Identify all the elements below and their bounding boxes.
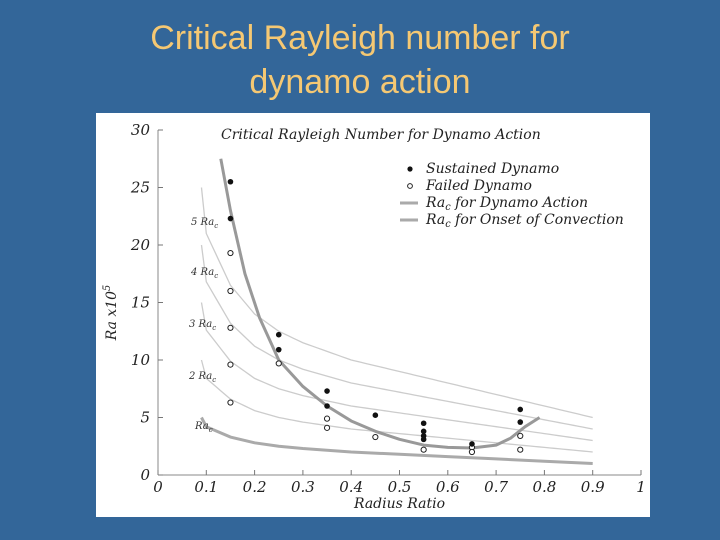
- failed-dynamo-point: [517, 432, 524, 439]
- sustained-dynamo-point: [517, 419, 524, 425]
- legend-label: Rac for Dynamo Action: [425, 195, 588, 213]
- onset-multiple-label: Rac: [194, 421, 213, 434]
- sustained-dynamo-point: [275, 346, 282, 353]
- x-tick-label: 0.9: [581, 478, 605, 496]
- legend-marker-failed: [407, 183, 413, 189]
- x-tick-label: 0.7: [484, 478, 508, 496]
- sustained-dynamo-point: [275, 331, 282, 338]
- sustained-dynamo-point: [227, 178, 234, 185]
- sustained-dynamo-point: [324, 403, 330, 409]
- y-tick-label: 25: [130, 179, 150, 197]
- x-tick-label: 0.4: [339, 478, 363, 496]
- x-tick-label: 0.1: [194, 478, 218, 496]
- failed-dynamo-point: [227, 399, 234, 406]
- x-tick-label: 1: [636, 478, 646, 496]
- sustained-dynamo-point: [420, 428, 427, 435]
- failed-dynamo-point: [227, 324, 234, 331]
- failed-dynamo-point: [227, 287, 234, 295]
- onset-multiple-label: 2 Rac: [188, 371, 216, 384]
- y-tick-label: 30: [131, 121, 151, 139]
- failed-dynamo-point: [420, 446, 427, 453]
- sustained-dynamo-point: [324, 388, 330, 394]
- failed-dynamo-point: [323, 424, 331, 431]
- x-tick-label: 0.8: [532, 478, 556, 496]
- sustained-dynamo-point: [469, 441, 475, 447]
- failed-dynamo-point: [227, 361, 234, 368]
- chart-title: Critical Rayleigh Number for Dynamo Acti…: [221, 127, 541, 143]
- sustained-dynamo-point: [420, 436, 427, 443]
- failed-dynamo-point: [517, 446, 524, 453]
- onset-multiple-label: 5 Rac: [191, 217, 218, 230]
- failed-dynamo-point: [227, 249, 234, 257]
- sustained-dynamo-point: [227, 215, 234, 222]
- sustained-dynamo-point: [420, 420, 427, 427]
- failed-dynamo-point: [275, 360, 282, 367]
- y-tick-label: 20: [130, 236, 151, 254]
- dynamo-action-curve: [219, 158, 541, 450]
- sustained-dynamo-point: [372, 412, 379, 419]
- x-tick-label: 0.3: [291, 478, 315, 496]
- x-tick-label: 0: [153, 478, 163, 496]
- x-tick-label: 0.6: [436, 478, 460, 496]
- onset-multiple-label: 3 Rac: [189, 319, 216, 332]
- x-axis-label: Radius Ratio: [353, 496, 445, 512]
- x-tick-label: 0.2: [243, 478, 267, 496]
- y-tick-label: 0: [140, 466, 150, 484]
- legend-label: Rac for Onset of Convection: [425, 212, 624, 230]
- legend-label: Failed Dynamo: [425, 178, 532, 194]
- y-tick-label: 15: [131, 294, 150, 312]
- slide-title-line-1: Critical Rayleigh number for: [150, 19, 570, 57]
- failed-dynamo-point: [468, 448, 476, 456]
- onset-multiple-curve: [200, 302, 593, 442]
- onset-multiple-curve: [200, 187, 593, 419]
- onset-of-convection-curve: [200, 416, 593, 465]
- slide-title: Critical Rayleigh number for dynamo acti…: [0, 16, 720, 104]
- y-tick-label: 5: [140, 409, 150, 427]
- y-tick-label: 10: [131, 351, 151, 369]
- legend-marker-sustained: [407, 166, 413, 172]
- onset-multiple-curve: [200, 244, 593, 430]
- slide-title-line-2: dynamo action: [249, 63, 471, 101]
- x-tick-label: 0.5: [388, 478, 412, 496]
- legend-label: Sustained Dynamo: [426, 161, 559, 177]
- failed-dynamo-point: [323, 415, 331, 422]
- sustained-dynamo-point: [517, 406, 524, 413]
- y-axis-label: Ra x105: [102, 285, 120, 342]
- onset-multiple-curve: [200, 359, 593, 453]
- chart-panel: 0 5 10 15 20 25 30 0 0.1 0.2 0.3 0.4 0.5 0.6 0.7 0.8 0.9…: [96, 113, 650, 517]
- rayleigh-chart: 0 5 10 15 20 25 30 0 0.1 0.2 0.3 0.4 0.5 0.6 0.7 0.8 0.9…: [102, 121, 646, 512]
- failed-dynamo-point: [372, 433, 379, 441]
- onset-multiple-label: 4 Rac: [190, 267, 218, 280]
